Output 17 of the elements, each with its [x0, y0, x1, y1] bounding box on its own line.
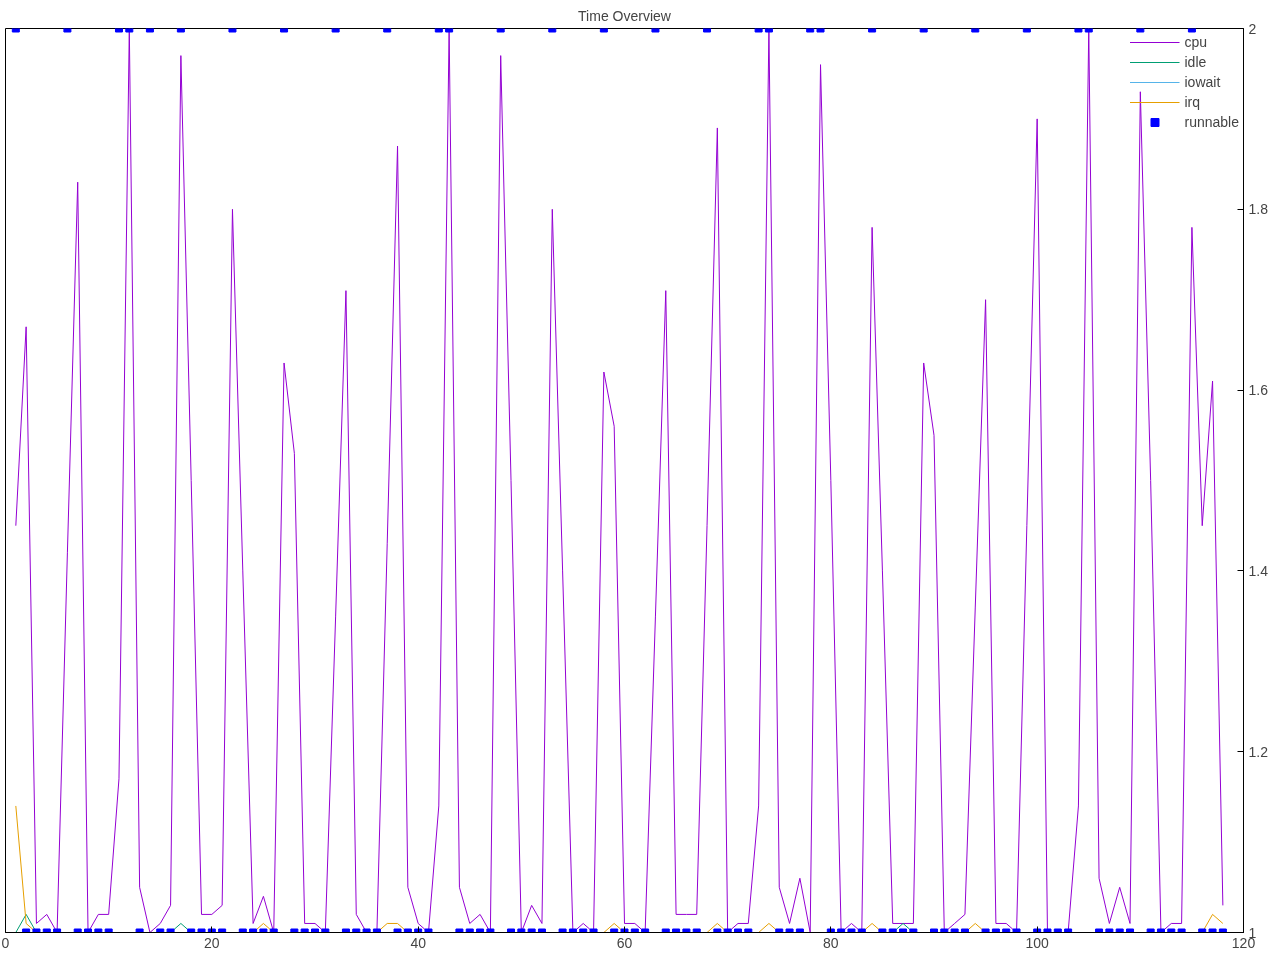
legend-label: idle	[1184, 54, 1207, 70]
legend-label: irq	[1184, 94, 1202, 110]
legend-label: iowait	[1184, 74, 1221, 90]
y-tick-label: 1.4	[1248, 562, 1269, 579]
chart-title: Time Overview	[578, 7, 672, 24]
x-tick-label: 60	[616, 934, 633, 951]
x-tick-label: 80	[823, 934, 839, 951]
legend-label: cpu	[1184, 34, 1208, 50]
x-tick-label: 0	[1, 934, 10, 951]
x-tick-label: 100	[1025, 934, 1050, 951]
y-tick-label: 1.8	[1248, 201, 1269, 218]
x-tick-label: 20	[204, 934, 220, 951]
y-tick-label: 1.6	[1248, 382, 1269, 399]
y-tick-label: 1.2	[1248, 743, 1269, 760]
x-tick-label: 40	[410, 934, 427, 951]
y-tick-label: 2	[1248, 20, 1257, 37]
legend-label: runnable	[1184, 114, 1239, 130]
